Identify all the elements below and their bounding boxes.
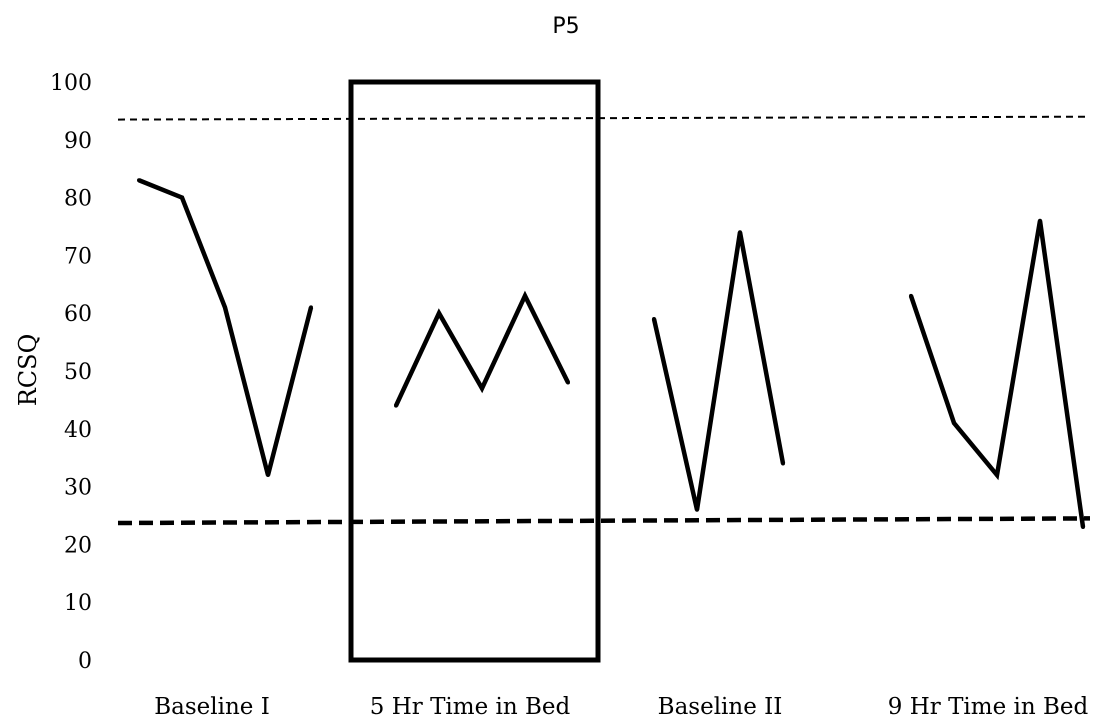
- x-tick-label-2: 5 Hr Time in Bed: [370, 694, 571, 720]
- data-point-phase-2-1: [394, 403, 398, 408]
- y-tick-label-50: 50: [64, 360, 92, 385]
- data-point-phase-4-4: [1038, 218, 1042, 223]
- y-tick-label-30: 30: [64, 476, 92, 501]
- y-tick-label-20: 20: [64, 533, 92, 558]
- data-point-phase-4-2: [952, 421, 956, 426]
- data-point-phase-2-5: [566, 380, 570, 385]
- series-line-phase-1: [138, 178, 314, 476]
- data-point-phase-4-5: [1081, 525, 1085, 530]
- data-point-phase-4-3: [995, 473, 999, 478]
- y-tick-label-70: 70: [64, 244, 92, 269]
- series-line-phase-4: [908, 220, 1086, 528]
- data-point-phase-4-1: [909, 293, 913, 298]
- data-point-phase-3-2: [695, 507, 699, 512]
- highlight-box: [348, 79, 601, 663]
- data-point-phase-2-3: [480, 386, 484, 391]
- data-point-phase-3-1: [652, 316, 656, 321]
- data-point-phase-1-4: [266, 473, 270, 478]
- chart-title: P5: [552, 14, 579, 39]
- reference-lines: [117, 115, 1091, 526]
- x-tick-labels: Baseline I 5 Hr Time in Bed Baseline II 9 H…: [154, 694, 1088, 720]
- y-tick-label-60: 60: [64, 302, 92, 327]
- y-tick-label-100: 100: [50, 71, 92, 96]
- x-tick-label-3: Baseline II: [658, 694, 783, 720]
- y-tick-label-40: 40: [64, 418, 92, 443]
- x-tick-label-4: 9 Hr Time in Bed: [888, 694, 1089, 720]
- y-tick-label-90: 90: [64, 129, 92, 154]
- upper-threshold-line: [117, 115, 1091, 121]
- y-tick-label-10: 10: [64, 591, 92, 616]
- data-point-phase-1-3: [223, 305, 227, 310]
- data-point-phase-3-4: [781, 461, 785, 466]
- y-axis-label: RCSQ: [14, 334, 42, 407]
- data-point-phase-2-2: [437, 311, 441, 316]
- x-tick-label-1: Baseline I: [154, 694, 270, 720]
- lower-threshold-line: [117, 516, 1091, 526]
- data-point-phase-3-3: [738, 230, 742, 235]
- data-point-phase-1-5: [309, 305, 313, 310]
- series-line-phase-3: [651, 231, 786, 511]
- data-point-phase-1-1: [137, 178, 141, 183]
- phase-series: [137, 178, 1086, 530]
- highlighted-phase-group: [348, 79, 601, 663]
- data-point-phase-1-2: [180, 195, 184, 200]
- y-tick-labels: 0 10 20 30 40 50 60 70 80 90 100: [50, 71, 92, 674]
- y-tick-label-80: 80: [64, 187, 92, 212]
- y-tick-label-0: 0: [78, 649, 92, 674]
- data-point-phase-2-4: [523, 293, 527, 298]
